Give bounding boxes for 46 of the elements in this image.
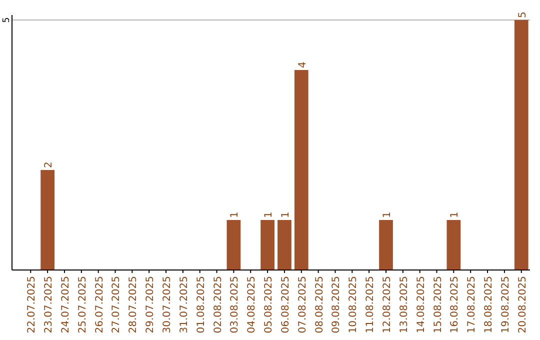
x-tick-label: 17.08.2025 xyxy=(466,276,478,334)
data-label: 1 xyxy=(230,212,241,218)
x-tick-label: 28.07.2025 xyxy=(128,276,140,334)
x-tick-label: 27.07.2025 xyxy=(111,276,122,334)
x-tick-label: 31.07.2025 xyxy=(178,276,190,334)
x-tick-label: 23.07.2025 xyxy=(44,276,55,334)
x-tick-label: 12.08.2025 xyxy=(382,276,393,334)
x-tick-label: 26.07.2025 xyxy=(94,276,106,334)
bar xyxy=(226,220,241,270)
x-tick-label: 25.07.2025 xyxy=(77,276,88,334)
x-tick-label: 22.07.2025 xyxy=(26,276,38,334)
data-label: 1 xyxy=(280,212,292,218)
x-tick-label: 05.08.2025 xyxy=(264,276,275,334)
x-tick-label: 20.08.2025 xyxy=(517,276,528,334)
data-label: 1 xyxy=(382,212,393,218)
x-tick-label: 15.08.2025 xyxy=(432,276,444,334)
data-label: 1 xyxy=(264,212,275,218)
bar xyxy=(379,220,393,270)
data-label: 1 xyxy=(450,212,461,218)
x-tick-label: 04.08.2025 xyxy=(246,276,258,334)
x-tick-label: 13.08.2025 xyxy=(398,276,410,334)
x-tick-label: 11.08.2025 xyxy=(365,276,376,334)
bar xyxy=(278,220,292,270)
x-tick-label: 07.08.2025 xyxy=(297,276,308,334)
bar xyxy=(514,20,528,270)
bar xyxy=(40,170,54,270)
data-label: 2 xyxy=(44,162,55,168)
x-tick-label: 09.08.2025 xyxy=(331,276,342,334)
data-label: 5 xyxy=(517,12,528,18)
x-tick-label: 16.08.2025 xyxy=(450,276,461,334)
x-tick-label: 14.08.2025 xyxy=(416,276,427,334)
x-tick-label: 18.08.2025 xyxy=(484,276,495,334)
x-tick-label: 19.08.2025 xyxy=(500,276,512,334)
bar xyxy=(446,220,461,270)
data-label: 4 xyxy=(297,62,308,68)
x-tick-label: 02.08.2025 xyxy=(212,276,224,334)
x-tick-label: 03.08.2025 xyxy=(230,276,241,334)
x-tick-label: 30.07.2025 xyxy=(162,276,174,334)
x-tick-label: 29.07.2025 xyxy=(145,276,156,334)
bar xyxy=(294,70,308,270)
x-tick-label: 10.08.2025 xyxy=(348,276,360,334)
bar xyxy=(260,220,274,270)
x-tick-label: 24.07.2025 xyxy=(60,276,72,334)
x-tick-label: 06.08.2025 xyxy=(280,276,292,334)
x-tick-label: 01.08.2025 xyxy=(196,276,207,334)
x-tick-label: 08.08.2025 xyxy=(314,276,326,334)
